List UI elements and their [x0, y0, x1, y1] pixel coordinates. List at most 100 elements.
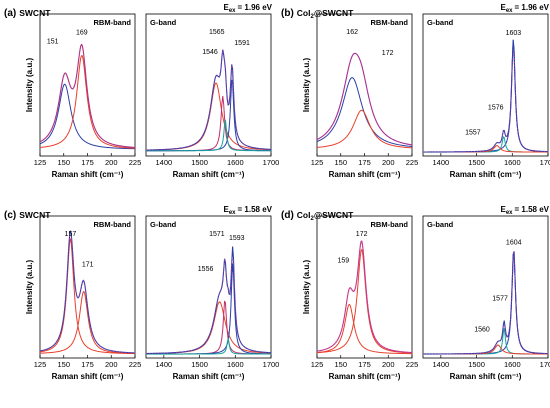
panel-label: (b) CoI2@SWCNT [281, 8, 354, 20]
peak-position-label: 159 [337, 258, 349, 265]
x-axis-title: Raman shift (cm⁻¹) [52, 372, 124, 381]
peak-position-label: 171 [82, 262, 94, 269]
band-label: RBM-band [94, 18, 132, 27]
component-peak-curve [146, 119, 272, 152]
x-tick-label: 225 [406, 360, 419, 369]
sample-name: CoI [297, 8, 311, 18]
excitation-value: = 1.96 eV [515, 3, 550, 12]
sample-name-rest: @SWCNT [314, 210, 354, 220]
x-tick-label: 225 [129, 158, 142, 167]
rbm-band-plot: 125 150 175 200 225 Raman shift (cm⁻¹) Intensi… [25, 13, 142, 179]
excitation-subscript: ex [506, 210, 513, 216]
peak-position-label: 172 [356, 231, 368, 238]
x-tick-label: 200 [105, 360, 118, 369]
fitted-envelope-curve [39, 230, 136, 354]
plot-frame [422, 13, 549, 157]
fitted-envelope-curve [145, 246, 272, 355]
rbm-band-plot: 125 150 175 200 225 Raman shift (cm⁻¹) Intensi… [25, 215, 141, 381]
panel-letter: (d) [281, 210, 294, 221]
x-tick-label: 1500 [191, 360, 208, 369]
rbm-band-plot: 125 150 175 200 225 Raman shift (cm⁻¹) Intensi… [302, 13, 419, 179]
x-tick-label: 1500 [191, 158, 208, 167]
component-peak-curve [423, 40, 549, 153]
sample-name: SWCNT [19, 210, 51, 220]
sample-name: CoI [297, 210, 311, 220]
x-tick-label: 200 [382, 360, 395, 369]
panel-b: (b) CoI2@SWCNT Eex = 1.96 eV 125 150 175 200 225… [281, 3, 550, 179]
panel-a: (a) SWCNT Eex = 1.96 eV 125 150 175 200 225 Raman… [4, 3, 279, 179]
x-tick-label: 225 [406, 158, 419, 167]
peak-position-label: 1591 [234, 40, 250, 47]
x-tick-label: 200 [105, 158, 118, 167]
component-peak-curve [316, 109, 413, 149]
x-tick-label: 125 [311, 158, 324, 167]
peak-position-label: 1557 [465, 130, 481, 137]
fitted-envelope-curve [423, 39, 549, 153]
g-band-plot: 1400 1500 1600 1700 Raman shift (cm⁻¹) G-band… [145, 215, 280, 381]
y-axis-title: Intensity (a.u.) [302, 260, 311, 315]
excitation-energy: Eex = 1.58 eV [223, 205, 272, 216]
fitted-envelope-curve [423, 251, 549, 355]
band-label: RBM-band [94, 220, 132, 229]
band-label: G-band [427, 18, 454, 27]
x-tick-label: 125 [311, 360, 324, 369]
panel-c: (c) SWCNT Eex = 1.58 eV 125 150 175 200 225 Raman… [4, 205, 279, 381]
sample-subscript: 2 [310, 14, 314, 20]
fitted-envelope-curve [316, 240, 413, 354]
x-tick-label: 1400 [433, 360, 450, 369]
plot-frame [145, 13, 272, 157]
measured-spectrum-points [423, 50, 549, 153]
excitation-energy: Eex = 1.58 eV [500, 205, 549, 216]
peak-position-label: 1576 [488, 105, 504, 112]
x-tick-label: 1500 [468, 158, 485, 167]
plot-frame [145, 215, 272, 359]
excitation-value: = 1.96 eV [238, 3, 273, 12]
x-tick-label: 175 [81, 158, 94, 167]
x-tick-label: 1700 [540, 158, 550, 167]
peak-position-label: 169 [76, 30, 88, 37]
x-axis-title: Raman shift (cm⁻¹) [329, 372, 401, 381]
x-tick-label: 175 [358, 158, 371, 167]
fitted-envelope-curve [39, 43, 136, 149]
g-band-plot: 1400 1500 1600 1700 Raman shift (cm⁻¹) G-band… [422, 215, 550, 381]
x-tick-label: 125 [34, 158, 47, 167]
excitation-subscript: ex [506, 8, 513, 14]
g-band-plot: 1400 1500 1600 1700 Raman shift (cm⁻¹) G-band… [145, 13, 279, 179]
excitation-energy: Eex = 1.96 eV [500, 3, 549, 14]
excitation-symbol: E [500, 3, 506, 12]
panel-d: (d) CoI2@SWCNT Eex = 1.58 eV 125 150 175 200 225… [281, 205, 550, 381]
band-label: G-band [150, 220, 177, 229]
x-axis-title: Raman shift (cm⁻¹) [173, 170, 245, 179]
x-tick-label: 1600 [504, 158, 521, 167]
peak-position-label: 1571 [209, 231, 225, 238]
measured-spectrum-points [145, 49, 272, 151]
peak-position-label: 1556 [198, 266, 214, 273]
x-tick-label: 150 [334, 158, 347, 167]
x-tick-label: 1600 [227, 360, 244, 369]
peak-position-label: 1604 [506, 239, 522, 246]
panel-label: (d) CoI2@SWCNT [281, 210, 354, 222]
x-axis-title: Raman shift (cm⁻¹) [52, 170, 124, 179]
x-tick-label: 1700 [540, 360, 550, 369]
x-tick-label: 1600 [227, 158, 244, 167]
excitation-symbol: E [500, 205, 506, 214]
excitation-subscript: ex [229, 8, 236, 14]
component-peak-curve [146, 95, 272, 152]
x-axis-title: Raman shift (cm⁻¹) [450, 170, 522, 179]
measured-spectrum-points [422, 251, 549, 355]
measured-spectrum-points [39, 232, 136, 354]
measured-spectrum-points [316, 52, 413, 146]
x-tick-label: 1700 [263, 360, 280, 369]
excitation-subscript: ex [229, 210, 236, 216]
peak-position-label: 1560 [474, 326, 490, 333]
component-peak-curve [146, 263, 272, 355]
x-tick-label: 150 [334, 360, 347, 369]
x-tick-label: 1400 [433, 158, 450, 167]
y-axis-title: Intensity (a.u.) [25, 58, 34, 113]
band-label: G-band [427, 220, 454, 229]
component-peak-curve [146, 338, 271, 355]
panel-letter: (a) [4, 8, 16, 19]
excitation-energy: Eex = 1.96 eV [223, 3, 272, 14]
band-label: G-band [150, 18, 177, 27]
component-peak-curve [39, 290, 136, 354]
